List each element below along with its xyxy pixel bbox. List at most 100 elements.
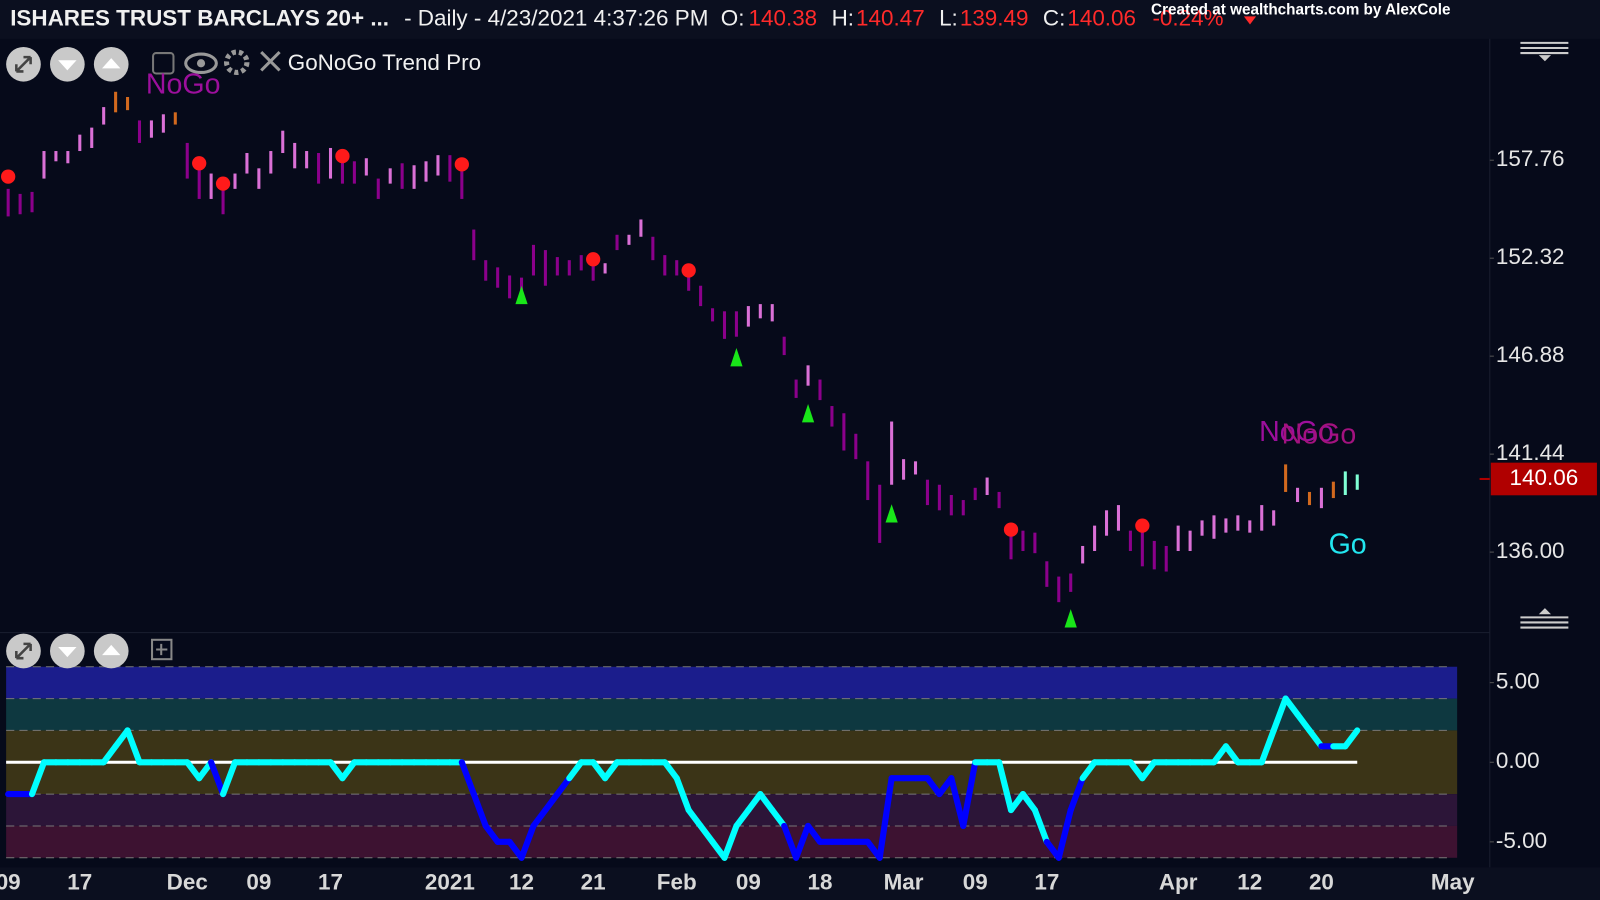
price-bar xyxy=(281,130,285,154)
interval-info: - Daily - 4/23/2021 4:37:26 PM xyxy=(404,5,708,30)
oscillator-segment xyxy=(482,822,501,845)
x-tick-label: 17 xyxy=(67,870,92,895)
price-bar xyxy=(531,244,535,276)
go-signal xyxy=(515,285,528,305)
price-bar xyxy=(1319,487,1323,509)
oscillator-segment xyxy=(876,775,895,861)
oscillator-segment xyxy=(805,822,824,845)
icon xyxy=(196,59,206,68)
price-bar xyxy=(1140,530,1144,567)
price-bar xyxy=(878,484,882,543)
price-bar xyxy=(1260,505,1264,531)
scale-menu-button[interactable] xyxy=(1520,41,1569,55)
price-bar xyxy=(436,155,440,176)
icon xyxy=(1538,55,1552,62)
price-bar xyxy=(722,311,727,339)
price-bar xyxy=(854,433,858,460)
ohlc-value: 139.49 xyxy=(960,5,1029,30)
change: -0.24% xyxy=(1152,5,1223,30)
price-bar xyxy=(293,142,297,169)
settings-box-button[interactable] xyxy=(152,52,175,75)
oscillator-segment xyxy=(1079,759,1098,782)
price-bar xyxy=(663,255,667,276)
y-tick-label: 136.00 xyxy=(1496,538,1565,563)
oscillator-segment xyxy=(924,775,943,798)
price-bar xyxy=(305,151,309,169)
price-bar xyxy=(400,163,404,189)
oscillator-segment xyxy=(1294,711,1313,734)
price-bar xyxy=(961,500,965,516)
price-bar xyxy=(902,459,906,480)
price-bar xyxy=(699,285,703,307)
oscillator-segment xyxy=(781,822,800,861)
price-bar xyxy=(890,421,894,485)
icon xyxy=(58,646,77,658)
price-bar xyxy=(997,491,1001,509)
close-button[interactable] xyxy=(260,50,281,72)
icon xyxy=(58,60,77,71)
price-bar xyxy=(126,97,130,111)
price-bar xyxy=(1081,545,1085,564)
visibility-button[interactable] xyxy=(184,52,218,74)
price-bar xyxy=(78,134,82,152)
ohlc-value: 140.47 xyxy=(856,5,925,30)
price-bar xyxy=(376,178,380,199)
price-bar xyxy=(651,236,655,261)
nogo-signal xyxy=(215,176,231,191)
price-bar xyxy=(245,153,249,174)
x-tick-label: 21 xyxy=(581,870,606,895)
price-bar xyxy=(66,151,70,164)
price-bar xyxy=(1248,520,1252,533)
price-bar xyxy=(1236,515,1240,531)
price-bar xyxy=(161,114,165,133)
scale-menu-button[interactable] xyxy=(1520,616,1569,629)
price-bar xyxy=(1296,487,1300,503)
price-bar xyxy=(364,158,368,176)
price-bar xyxy=(818,379,822,401)
price-bar xyxy=(257,168,261,189)
oscillator-segment xyxy=(1342,727,1361,750)
price-bar xyxy=(937,484,941,511)
price-bar xyxy=(42,151,46,179)
oscillator-segment xyxy=(769,806,788,830)
price-bar xyxy=(830,406,834,427)
quote-line: - Daily - 4/23/2021 4:37:26 PM O: 140.38 … xyxy=(404,5,1224,30)
price-bar xyxy=(567,260,571,276)
price-bar xyxy=(496,267,500,288)
gear-button[interactable] xyxy=(223,49,250,75)
price-bar xyxy=(973,487,977,501)
ohlc-label: H: xyxy=(832,5,854,30)
price-bar xyxy=(1069,573,1073,592)
price-bar xyxy=(925,479,929,506)
x-tick-label: 12 xyxy=(509,870,534,895)
price-bar xyxy=(472,229,476,261)
nogo-signal xyxy=(1135,518,1150,533)
icon xyxy=(15,55,32,73)
ohlc-label: O: xyxy=(721,5,745,30)
ohlc-value: 140.06 xyxy=(1067,5,1136,30)
x-tick-label: 09 xyxy=(963,870,988,895)
price-bar xyxy=(555,257,559,276)
price-bar xyxy=(269,151,273,174)
x-tick-label: 20 xyxy=(1309,870,1334,895)
price-bar xyxy=(484,260,488,281)
oscillator-segment xyxy=(220,759,239,798)
price-bar xyxy=(209,173,213,199)
price-bar xyxy=(675,260,679,276)
oscillator-segment xyxy=(100,743,119,766)
go-signal xyxy=(885,504,898,523)
add-button[interactable] xyxy=(151,638,173,661)
price-bar xyxy=(460,171,464,199)
price-bar xyxy=(1188,530,1192,552)
y-tick-label: 146.88 xyxy=(1496,342,1565,367)
ohlc-label: L: xyxy=(939,5,958,30)
price-bar xyxy=(985,477,989,496)
icon xyxy=(102,58,121,69)
x-tick-label: 2021 xyxy=(425,870,475,895)
x-tick-label: Apr xyxy=(1159,870,1198,895)
price-bar xyxy=(687,267,691,291)
x-tick-label: 18 xyxy=(808,870,833,895)
price-bar xyxy=(639,219,643,237)
